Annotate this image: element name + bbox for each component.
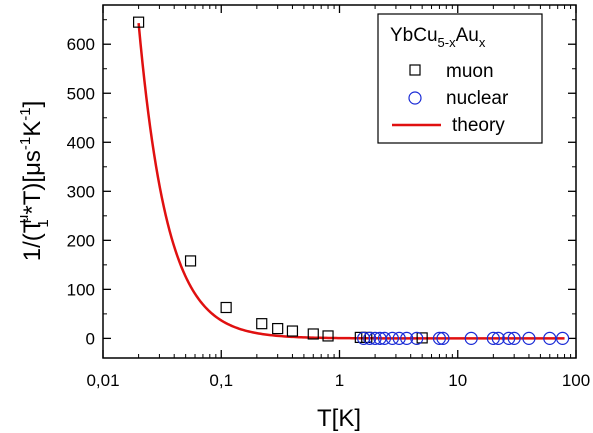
y-tick-label: 0: [86, 329, 95, 348]
nuclear-point: [410, 331, 424, 345]
muon-point: [416, 332, 428, 344]
x-tick-label: 0,01: [86, 371, 119, 390]
legend-nuclear-label: nuclear: [446, 88, 509, 109]
y-tick-label: 500: [67, 84, 95, 103]
y-axis-ticks: [103, 19, 576, 340]
legend: YbCu5-xAux muon nuclear theory: [377, 13, 543, 144]
nuclear-point: [507, 331, 521, 345]
nuclear-point: [432, 331, 447, 345]
nuclear-point: [502, 331, 516, 345]
muon-point: [132, 16, 145, 28]
y-tick-label: 300: [67, 182, 95, 201]
muon-point: [361, 331, 373, 344]
muon-point: [256, 318, 268, 330]
legend-nuclear-marker: [408, 91, 422, 105]
x-tick-label: 0,1: [209, 371, 233, 390]
nuclear-point: [385, 331, 399, 345]
legend-title: YbCu5-xAux: [390, 25, 486, 50]
x-tick-label: 10: [448, 371, 467, 390]
nuclear-point: [464, 331, 478, 345]
muon-point: [307, 328, 319, 340]
x-tick-label: 100: [562, 371, 590, 390]
nuclear-point: [486, 331, 500, 345]
muon-point: [286, 325, 299, 337]
nuclear-point: [436, 331, 450, 345]
legend-box: [377, 13, 543, 144]
nuclear-point: [377, 331, 392, 345]
legend-muon-label: muon: [446, 61, 494, 82]
data-markers: [132, 16, 570, 345]
muon-point: [184, 255, 197, 267]
nuclear-point: [368, 331, 382, 345]
x-axis-title: T[K]: [317, 405, 361, 432]
muon-point: [272, 322, 284, 335]
y-tick-label: 200: [67, 231, 95, 250]
x-axis-tick-labels: 0,01 0,1 1 10 100: [86, 371, 590, 390]
nuclear-point: [363, 331, 377, 345]
y-tick-label: 400: [67, 133, 95, 152]
y-tick-label: 100: [67, 280, 95, 299]
muon-point: [220, 301, 232, 314]
y-axis-tick-labels: 0 100 200 300 400 500 600: [67, 35, 95, 348]
x-tick-label: 1: [335, 371, 344, 390]
x-axis-ticks: [102, 5, 577, 358]
nuclear-point: [392, 331, 406, 345]
nuclear-point: [491, 331, 505, 345]
legend-muon-marker: [409, 64, 421, 76]
nuclear-point: [543, 331, 557, 345]
nuclear-point: [400, 331, 414, 345]
nuclear-point: [555, 331, 570, 345]
y-tick-label: 600: [67, 35, 95, 54]
plot-area: 0,01 0,1 1 10 100 0 100 200 300 400 500 600: [67, 4, 590, 390]
muon-point: [354, 331, 366, 344]
muon-point: [322, 330, 334, 342]
legend-theory-label: theory: [452, 115, 505, 136]
nuclear-point: [522, 331, 536, 345]
y-axis-title: 1/(T1μ*T)[μs-1K-1]: [15, 101, 52, 262]
theory-curve: [137, 23, 565, 340]
